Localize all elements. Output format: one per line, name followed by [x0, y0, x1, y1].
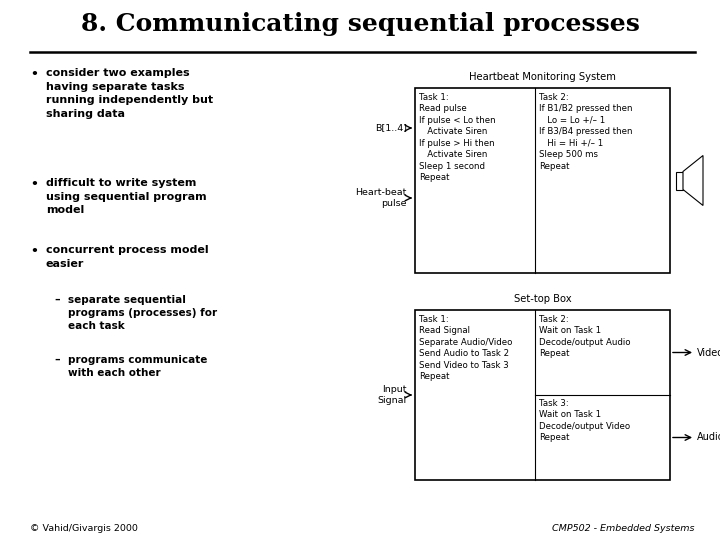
Bar: [676, 172, 683, 190]
Text: Task 2:
If B1/B2 pressed then
   Lo = Lo +/– 1
If B3/B4 pressed then
   Hi = Hi : Task 2: If B1/B2 pressed then Lo = Lo +/…: [539, 93, 632, 171]
Text: Audio: Audio: [697, 433, 720, 442]
Text: Task 1:
Read Signal
Separate Audio/Video
Send Audio to Task 2
Send Video to Task: Task 1: Read Signal Separate Audio/Video…: [419, 315, 513, 381]
Text: programs communicate
with each other: programs communicate with each other: [68, 355, 207, 378]
Text: Task 2:
Wait on Task 1
Decode/output Audio
Repeat: Task 2: Wait on Task 1 Decode/output Aud…: [539, 315, 630, 359]
Text: –: –: [54, 295, 60, 305]
Bar: [415, 310, 670, 480]
Text: •: •: [30, 178, 38, 191]
Text: Heart-beat
pulse: Heart-beat pulse: [356, 188, 407, 208]
Text: Task 1:
Read pulse
If pulse < Lo then
   Activate Siren
If pulse > Hi then
   Ac: Task 1: Read pulse If pulse < Lo then Ac…: [419, 93, 495, 182]
Text: Heartbeat Monitoring System: Heartbeat Monitoring System: [469, 72, 616, 82]
Text: •: •: [30, 245, 38, 258]
Text: Video: Video: [697, 348, 720, 357]
Text: B[1..4]: B[1..4]: [375, 124, 407, 132]
Text: concurrent process model
easier: concurrent process model easier: [46, 245, 209, 268]
Text: Set-top Box: Set-top Box: [513, 294, 571, 304]
Text: 8. Communicating sequential processes: 8. Communicating sequential processes: [81, 12, 639, 36]
Text: difficult to write system
using sequential program
model: difficult to write system using sequenti…: [46, 178, 207, 215]
Text: Input
Signal: Input Signal: [378, 385, 407, 405]
Text: consider two examples
having separate tasks
running independently but
sharing da: consider two examples having separate ta…: [46, 68, 213, 119]
Text: © Vahid/Givargis 2000: © Vahid/Givargis 2000: [30, 524, 138, 533]
Text: •: •: [30, 68, 38, 81]
Polygon shape: [683, 156, 703, 206]
Text: Task 3:
Wait on Task 1
Decode/output Video
Repeat: Task 3: Wait on Task 1 Decode/output Vid…: [539, 399, 630, 442]
Text: –: –: [54, 355, 60, 365]
Text: separate sequential
programs (processes) for
each task: separate sequential programs (processes)…: [68, 295, 217, 332]
Bar: [415, 88, 670, 273]
Text: CMP502 - Embedded Systems: CMP502 - Embedded Systems: [552, 524, 695, 533]
